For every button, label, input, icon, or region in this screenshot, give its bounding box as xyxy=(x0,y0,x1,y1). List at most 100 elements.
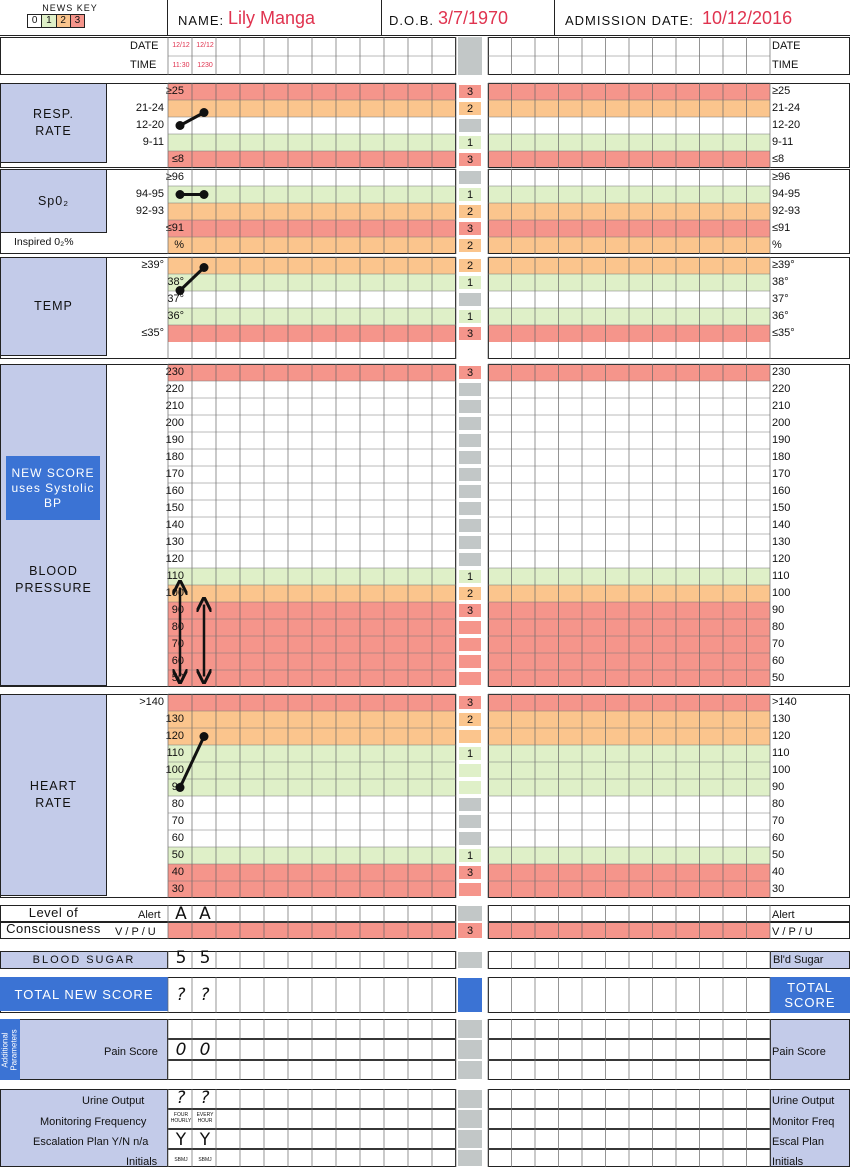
initials-right-label: Initials xyxy=(772,1156,804,1167)
blood-sugar-entry-2[interactable]: 5 xyxy=(199,948,211,968)
row-label-left: % xyxy=(174,239,184,251)
news-key-label: NEWS KEY xyxy=(42,3,98,13)
row-label-left: 12-20 xyxy=(135,119,164,131)
score-cell: 2 xyxy=(458,101,482,116)
row-label-left: 80 xyxy=(171,798,184,810)
blood-sugar-row-center xyxy=(458,952,482,968)
row-label-right: 12-20 xyxy=(772,119,801,131)
additional-params-bg-right xyxy=(770,1019,850,1080)
score-cell xyxy=(458,170,482,185)
initials-row-center xyxy=(458,1150,482,1166)
blood-sugar-entry-1[interactable]: 5 xyxy=(175,948,187,968)
row-label-left: 180 xyxy=(165,451,184,463)
row-label-left: 190 xyxy=(165,434,184,446)
consciousness-entry-1[interactable]: A xyxy=(175,904,187,924)
row-label-right: 40 xyxy=(772,866,785,878)
score-cell: 2 xyxy=(458,238,482,253)
monitoring-freq-entry-1[interactable]: FOUR HOURLY xyxy=(170,1112,192,1124)
row-label-right: 80 xyxy=(772,621,785,633)
row-label-right: 90 xyxy=(772,604,785,616)
score-cell: 1 xyxy=(458,309,482,324)
urine-output-entry-1[interactable]: ? xyxy=(176,1088,186,1108)
score-cell xyxy=(458,467,482,482)
consciousness-entry-2[interactable]: A xyxy=(199,904,211,924)
initials-entry-1[interactable]: SBMJ xyxy=(174,1157,188,1163)
additional-params-bg xyxy=(20,1019,168,1080)
score-cell xyxy=(458,399,482,414)
inspired-o2-label: Inspired 0₂% xyxy=(14,236,74,248)
key-level-3: 3 xyxy=(70,15,84,27)
score-cell xyxy=(458,382,482,397)
score-cell: 3 xyxy=(458,221,482,236)
key-level-1: 1 xyxy=(42,15,57,27)
row-label-left: 130 xyxy=(165,713,184,725)
row-label-left: 110 xyxy=(166,570,184,582)
dob-value[interactable]: 3/7/1970 xyxy=(438,8,509,28)
score-cell xyxy=(458,763,482,778)
row-label-right: ≥96 xyxy=(772,171,791,183)
row-label-right: 100 xyxy=(772,587,791,599)
row-label-left: 60 xyxy=(171,832,184,844)
row-label-right: 130 xyxy=(772,713,791,725)
row-label-left: 170 xyxy=(165,468,184,480)
total-score-entry-1[interactable]: ? xyxy=(176,985,186,1005)
row-label-left: 21-24 xyxy=(135,102,164,114)
row-label-right: 220 xyxy=(772,383,791,395)
time-entry-2[interactable]: 1230 xyxy=(197,62,213,69)
escalation-entry-1[interactable]: Y xyxy=(175,1130,187,1150)
date-entry-1[interactable]: 12/12 xyxy=(172,42,190,49)
row-label-left: 130 xyxy=(165,536,184,548)
date-entry-2[interactable]: 12/12 xyxy=(196,42,214,49)
admission-value[interactable]: 10/12/2016 xyxy=(702,8,793,28)
row-label-right: ≥39° xyxy=(772,259,795,271)
score-cell: 3 xyxy=(458,365,482,380)
escalation-entry-2[interactable]: Y xyxy=(199,1130,211,1150)
spo2-label: Sp0₂ xyxy=(0,169,107,233)
row-label-right: 120 xyxy=(772,553,791,565)
score-cell xyxy=(458,501,482,516)
date-time-outline-left xyxy=(0,37,456,75)
row-label-left: ≤35° xyxy=(141,327,164,339)
initials-label: Initials xyxy=(126,1156,158,1167)
initials-entry-2[interactable]: SBMJ xyxy=(198,1157,212,1163)
temp-label: TEMP xyxy=(0,257,107,356)
row-label-left: 70 xyxy=(171,815,184,827)
pain-score-right-label: Pain Score xyxy=(772,1046,826,1058)
date-label-right: DATE xyxy=(772,40,801,52)
row-label-right: 80 xyxy=(772,798,785,810)
score-cell: 2 xyxy=(458,586,482,601)
row-label-right: 37° xyxy=(772,293,789,305)
additional-params-side: Additional Parameters xyxy=(0,1019,20,1080)
patient-name[interactable]: Lily Manga xyxy=(228,8,316,28)
header-divider-1 xyxy=(381,0,382,36)
score-cell: 1 xyxy=(458,135,482,150)
pain-row-2-center xyxy=(458,1040,482,1059)
row-label-right: 160 xyxy=(772,485,791,497)
new-score-note: NEW SCORE uses Systolic BP xyxy=(6,456,100,520)
escalation-row-center xyxy=(458,1130,482,1148)
urine-output-label: Urine Output xyxy=(82,1095,145,1107)
score-cell: 3 xyxy=(458,84,482,99)
pain-score-label: Pain Score xyxy=(104,1046,158,1058)
score-cell xyxy=(458,433,482,448)
total-score-entry-2[interactable]: ? xyxy=(200,985,210,1005)
monitor-row-center xyxy=(458,1110,482,1128)
row-label-right: 50 xyxy=(772,849,785,861)
row-label-right: 100 xyxy=(772,764,791,776)
row-label-left: ≥39° xyxy=(141,259,164,271)
urine-output-entry-2[interactable]: ? xyxy=(200,1088,210,1108)
score-cell xyxy=(458,416,482,431)
news-key-box: NEWS KEY 0 1 2 3 xyxy=(0,0,168,36)
monitoring-freq-entry-2[interactable]: EVERY HOUR xyxy=(196,1112,214,1124)
loc-alert-right: Alert xyxy=(772,909,795,921)
pain-score-entry-1[interactable]: 0 xyxy=(175,1040,187,1060)
time-label-left: TIME xyxy=(130,59,157,71)
time-entry-1[interactable]: 11:30 xyxy=(172,62,190,69)
row-label-right: ≤35° xyxy=(772,327,795,339)
row-label-right: 70 xyxy=(772,815,785,827)
row-label-left: ≤8 xyxy=(171,153,184,165)
pain-score-entry-2[interactable]: 0 xyxy=(199,1040,211,1060)
score-cell: 3 xyxy=(458,152,482,167)
bottom-right-bg xyxy=(770,1089,850,1167)
time-label-right: TIME xyxy=(772,59,799,71)
